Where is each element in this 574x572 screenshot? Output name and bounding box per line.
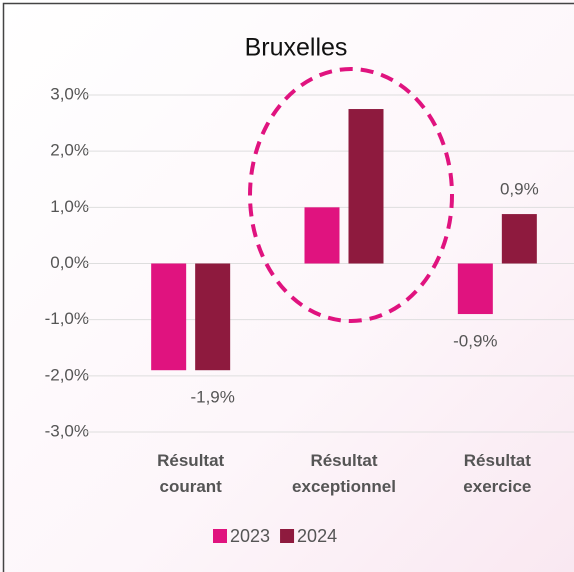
legend-label: 2024 [297,526,337,546]
y-tick-label: 0,0% [50,253,89,272]
bar [151,263,187,371]
x-tick-label: Résultat exercice [463,451,531,496]
bar [348,109,384,264]
bar [501,214,537,264]
x-tick-label: Résultat courant [157,451,224,496]
y-tick-label: -3,0% [45,421,89,440]
bar [195,263,231,371]
y-tick-label: 3,0% [50,84,89,103]
bar [457,263,493,315]
legend-swatch [280,529,295,543]
y-tick-label: -1,0% [45,309,89,328]
data-label: -0,9% [453,332,497,351]
y-tick-label: 2,0% [50,141,89,160]
legend-label: 2023 [230,526,270,546]
highlight-ellipse [248,67,454,323]
x-tick-label: Résultat exceptionnel [292,451,396,496]
chart-title: Bruxelles [245,34,348,62]
y-tick-label: -2,0% [45,365,89,384]
y-tick-label: 1,0% [50,197,89,216]
legend-swatch [213,529,227,543]
data-label: 0,9% [500,180,539,199]
bar [304,207,340,264]
data-label: -1,9% [190,388,234,407]
